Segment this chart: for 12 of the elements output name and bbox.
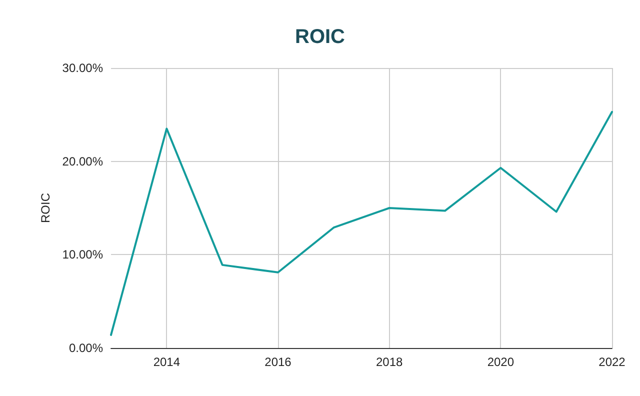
x-tick-label: 2022	[598, 355, 626, 369]
x-tick-label: 2020	[487, 355, 514, 369]
y-axis-title: ROIC	[38, 192, 52, 223]
x-tick-label: 2014	[153, 355, 180, 369]
line-series	[110, 110, 613, 336]
chart-title: ROIC	[295, 26, 345, 48]
x-tick-label: 2018	[376, 355, 404, 369]
y-tick-label: 0.00%	[68, 341, 104, 355]
x-tick-label: 2016	[264, 355, 292, 369]
y-tick-label: 30.00%	[62, 61, 104, 75]
y-tick-label: 10.00%	[62, 248, 104, 262]
y-tick-label: 20.00%	[62, 154, 104, 168]
